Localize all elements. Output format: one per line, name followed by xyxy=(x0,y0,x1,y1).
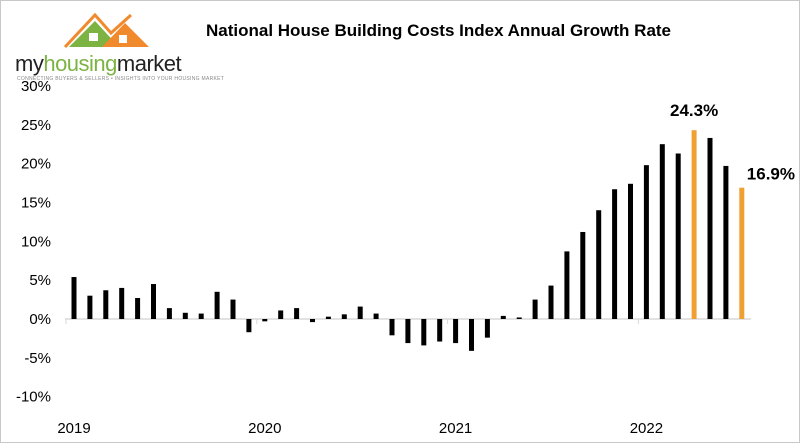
bar xyxy=(230,299,236,319)
bar xyxy=(643,165,649,319)
x-tick-label: 2022 xyxy=(630,420,663,437)
bar xyxy=(278,310,284,319)
y-tick-label: 5% xyxy=(29,272,51,289)
bar xyxy=(580,231,586,319)
bar xyxy=(564,251,570,319)
bar xyxy=(182,312,188,319)
bar xyxy=(341,314,347,319)
x-tick-label: 2020 xyxy=(248,420,281,437)
bar xyxy=(723,165,729,319)
brand-tagline: CONNECTING BUYERS & SELLERS • INSIGHTS I… xyxy=(17,76,225,82)
bar xyxy=(389,319,395,336)
bar xyxy=(103,290,109,319)
y-tick-label: 25% xyxy=(21,117,51,134)
brand-highlight: housing xyxy=(43,51,117,76)
bar xyxy=(214,291,220,319)
bar xyxy=(707,137,713,319)
bar xyxy=(516,317,522,319)
bar xyxy=(675,153,681,319)
y-tick-label: 30% xyxy=(21,78,51,95)
bar xyxy=(310,319,315,323)
x-tick-label: 2019 xyxy=(57,420,90,437)
bar xyxy=(357,306,363,319)
bar xyxy=(596,210,602,319)
bar xyxy=(532,299,538,319)
data-label: 24.3% xyxy=(670,101,718,120)
bar xyxy=(325,316,331,319)
bar xyxy=(628,183,633,319)
bar xyxy=(87,295,93,319)
y-tick-label: 20% xyxy=(21,156,51,173)
bar xyxy=(548,285,554,319)
bar xyxy=(373,313,379,319)
bar xyxy=(421,319,427,346)
brand-name: myhousingmarket xyxy=(15,51,182,77)
bar xyxy=(198,313,204,319)
bar xyxy=(659,144,665,319)
data-label: 16.9% xyxy=(747,165,795,184)
brand-suffix: market xyxy=(116,51,182,76)
bar xyxy=(135,298,141,319)
bar xyxy=(119,287,125,319)
bar xyxy=(484,319,490,338)
bar xyxy=(294,308,300,319)
y-tick-label: -10% xyxy=(16,389,51,406)
y-tick-label: 10% xyxy=(21,233,51,250)
y-tick-label: -5% xyxy=(24,350,51,367)
bar xyxy=(151,284,156,319)
bar xyxy=(246,319,252,333)
x-tick-label: 2021 xyxy=(439,420,472,437)
logo: myhousingmarket CONNECTING BUYERS & SELL… xyxy=(7,7,224,82)
bar xyxy=(691,130,697,319)
bar xyxy=(612,189,618,319)
bar xyxy=(437,319,443,342)
y-tick-label: 15% xyxy=(21,194,51,211)
house-logo-icon xyxy=(63,12,149,49)
bar xyxy=(71,277,77,319)
bar xyxy=(739,187,745,319)
bar xyxy=(166,308,172,319)
brand-prefix: my xyxy=(15,51,44,76)
y-tick-label: 0% xyxy=(29,311,51,328)
bar xyxy=(469,319,474,351)
bar xyxy=(453,319,459,344)
bar xyxy=(262,319,268,322)
bar xyxy=(500,315,506,319)
bar xyxy=(405,319,411,344)
chart-title: National House Building Costs Index Annu… xyxy=(206,21,672,40)
